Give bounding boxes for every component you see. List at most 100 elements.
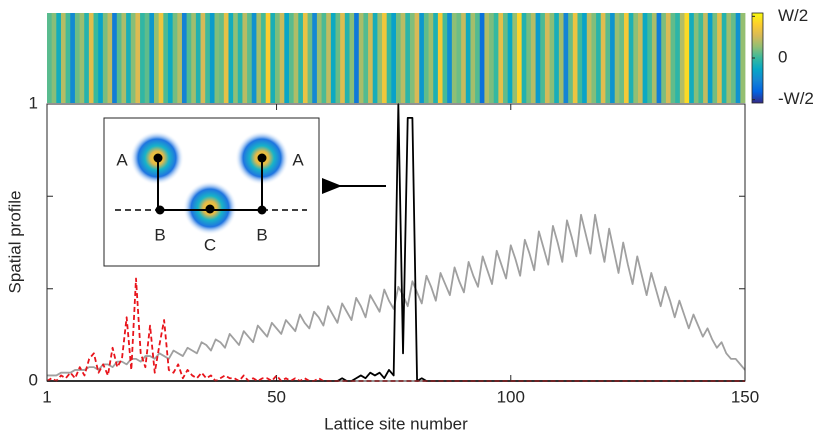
heat-cell [451, 13, 457, 103]
heat-cell [582, 13, 588, 103]
y-axis-label: Spatial profile [5, 190, 24, 293]
heat-cell [140, 13, 146, 103]
heat-cell [600, 13, 606, 103]
heat-cell [651, 13, 657, 103]
heat-cell [186, 13, 192, 103]
x-tick-label: 1 [42, 387, 51, 406]
site-label: C [204, 235, 216, 254]
x-tick-label: 150 [731, 387, 759, 406]
heat-cell [102, 13, 108, 103]
heat-cell [214, 13, 220, 103]
heat-cell [661, 13, 667, 103]
heat-cell [93, 13, 99, 103]
heat-cell [335, 13, 341, 103]
heat-cell [349, 13, 355, 103]
heat-cell [154, 13, 160, 103]
heat-cell [679, 13, 685, 103]
heat-cell [554, 13, 560, 103]
series-line [47, 213, 746, 377]
heat-cell [689, 13, 695, 103]
x-tick-label: 50 [267, 387, 286, 406]
heat-cell [740, 13, 746, 103]
heat-cell [354, 13, 360, 103]
heat-cell [172, 13, 178, 103]
heat-cell [731, 13, 737, 103]
heat-cell [484, 13, 490, 103]
heat-cell [428, 13, 434, 103]
heat-cell [707, 13, 713, 103]
heat-cell [144, 13, 150, 103]
heat-cell [167, 13, 174, 103]
heat-cell [479, 13, 485, 103]
heat-cell [521, 13, 527, 103]
heat-cell [675, 13, 681, 103]
heat-cell [88, 13, 94, 103]
heat-cell [526, 13, 532, 103]
heat-cell [470, 13, 476, 103]
heat-cell [265, 13, 271, 103]
y-tick-label: 0 [29, 370, 38, 389]
heat-cell [275, 13, 281, 103]
heat-cell [489, 13, 495, 103]
heat-cell [577, 13, 583, 103]
heat-cell [228, 13, 234, 103]
heat-cell [195, 13, 201, 103]
heat-cell [121, 13, 127, 103]
heat-cell [400, 13, 406, 103]
heat-cell [312, 13, 318, 103]
heat-cell [65, 13, 71, 103]
heat-cell [405, 13, 411, 103]
heat-cell [261, 13, 267, 103]
heat-cell [158, 13, 164, 103]
heat-cell [717, 13, 723, 103]
heat-cell [51, 13, 57, 103]
heat-cell [321, 13, 327, 103]
heat-cell [377, 13, 383, 103]
heat-cell [614, 13, 620, 103]
heat-cell [498, 13, 504, 103]
heat-cell [461, 13, 467, 103]
heat-cell [503, 13, 509, 103]
heat-cell [447, 13, 453, 103]
heat-cell [712, 13, 718, 103]
heat-cell [307, 13, 313, 103]
heat-cell [433, 13, 439, 103]
heat-cell [135, 13, 141, 103]
heat-cell [637, 13, 644, 103]
heat-cell [84, 13, 90, 103]
heat-cell [163, 13, 169, 103]
heat-cell [656, 13, 662, 103]
heat-cell [670, 13, 676, 103]
heat-cell [368, 13, 374, 103]
heat-cell [74, 13, 80, 103]
heat-cell [177, 13, 183, 103]
heat-cell [456, 13, 462, 103]
heat-cell [223, 13, 229, 103]
colorbar-tick-label: W/2 [778, 6, 808, 25]
heat-cell [726, 13, 732, 103]
heat-cell [79, 13, 85, 103]
heat-cell [628, 13, 634, 103]
heat-cell [107, 13, 113, 103]
heat-cell [219, 13, 225, 103]
heat-cell [414, 13, 420, 103]
site-label: B [256, 225, 267, 244]
heat-cell [200, 13, 206, 103]
heat-cell [591, 13, 597, 103]
heat-cell [251, 13, 257, 103]
heat-cell [293, 13, 299, 103]
inset: A A B C B [103, 117, 320, 267]
heat-cell [563, 13, 569, 103]
heat-cell [540, 13, 546, 103]
heat-cell [130, 13, 136, 103]
heat-cell [98, 13, 104, 103]
site [153, 153, 163, 163]
heat-cell [558, 13, 564, 103]
heat-cell [475, 13, 481, 103]
heat-cell [549, 13, 555, 103]
heat-cell [233, 13, 239, 103]
x-axis-label: Lattice site number [324, 414, 468, 433]
heat-cell [391, 13, 397, 103]
heat-cell [237, 13, 243, 103]
heat-cell [279, 13, 285, 103]
